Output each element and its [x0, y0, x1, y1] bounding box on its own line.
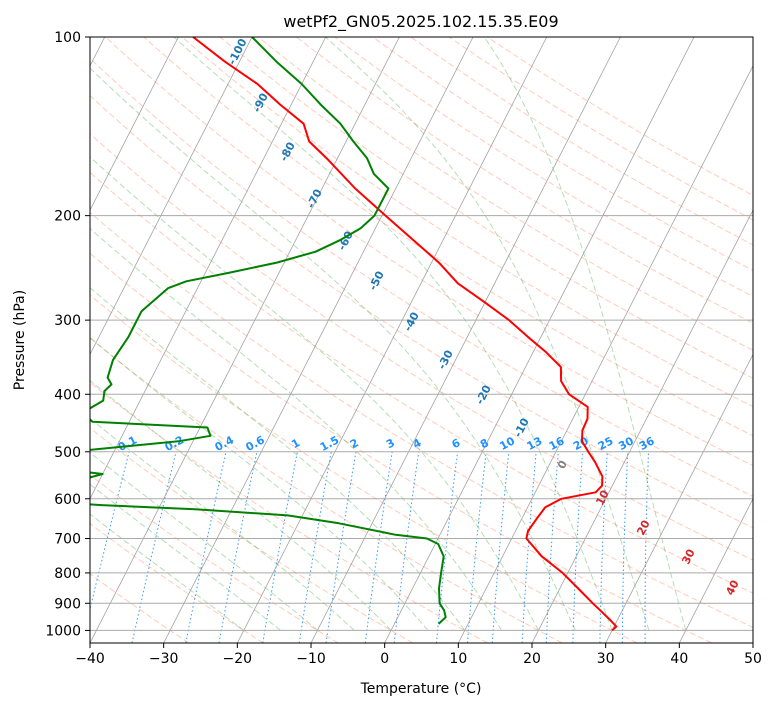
y-axis: 100 200 300 400 500 600 700 800 900 1000	[45, 30, 90, 639]
x-tick-label: 30	[597, 651, 615, 667]
moist-adiabat-line	[90, 336, 429, 631]
dry-adiabat-line	[90, 294, 638, 643]
moist-adiabat-line	[325, 37, 650, 631]
dry-adiabat-line	[90, 211, 753, 628]
background-lines	[90, 37, 753, 643]
temperature-profile-line	[192, 37, 618, 632]
x-tick-label: 50	[744, 651, 762, 667]
isotherm-line	[678, 497, 753, 643]
dry-adiabat-line	[90, 381, 488, 643]
dry-adiabat-line	[90, 427, 414, 643]
x-tick-label: 40	[670, 651, 688, 667]
dry-adiabat-line	[90, 337, 563, 643]
isotherm-line	[90, 37, 179, 212]
isotherm-line	[90, 37, 327, 500]
moist-adiabat-line	[173, 37, 613, 631]
mixing-ratio-line	[435, 451, 459, 643]
dry-adiabat-line	[372, 37, 753, 271]
mixing-ratio-label: 36	[637, 434, 657, 453]
plot-frame	[89, 36, 754, 644]
dry-adiabat-line	[448, 37, 753, 221]
y-tick-label: 500	[54, 445, 81, 461]
isotherm-line	[90, 37, 400, 643]
mixing-ratio-labels: 0.1 0.2 0.4 0.6 1 1.5 2 3 4 6 8 10 13 16 20 25 30 36	[116, 433, 657, 454]
dry-adiabat-line	[296, 37, 753, 324]
mixing-ratio-label: 10	[497, 434, 517, 453]
moist-adiabat-line	[90, 67, 576, 631]
x-tick-label: −20	[223, 651, 253, 667]
profile-lines	[90, 37, 618, 632]
mixing-ratio-line	[393, 451, 420, 643]
mixing-ratio-line	[545, 451, 559, 643]
dry-adiabat-line	[90, 94, 753, 529]
y-tick-label: 800	[54, 566, 81, 582]
y-tick-label: 400	[54, 387, 81, 403]
isotherm-line	[90, 37, 253, 356]
isotherm-label: 40	[723, 578, 742, 598]
mixing-ratio-line	[467, 451, 487, 643]
y-tick-label: 100	[54, 30, 81, 46]
x-tick-label: −10	[296, 651, 326, 667]
isotherm-line	[163, 37, 474, 643]
dry-adiabat-line	[90, 57, 753, 497]
isotherm-line	[752, 642, 753, 643]
mixing-ratio-line	[521, 451, 537, 643]
isotherm-line	[457, 64, 753, 643]
y-axis-title: Pressure (hPa)	[12, 290, 28, 390]
isotherm-line	[605, 353, 753, 643]
mixing-ratio-line	[364, 451, 393, 643]
y-tick-label: 600	[54, 492, 81, 508]
dry-adiabat-line	[410, 37, 753, 246]
x-tick-label: 20	[523, 651, 541, 667]
moist-adiabat-line	[90, 417, 355, 631]
y-tick-label: 1000	[45, 623, 81, 639]
isotherm-label: 10	[593, 488, 612, 508]
moist-adiabat-line	[90, 483, 281, 631]
isotherm-label: 20	[634, 518, 653, 538]
moist-adiabat-line	[90, 452, 318, 631]
x-tick-label: 10	[449, 651, 467, 667]
mixing-ratio-label: 16	[547, 434, 567, 453]
isotherm-label: 30	[679, 547, 698, 567]
mixing-ratio-line	[491, 451, 510, 643]
x-tick-label: −30	[149, 651, 179, 667]
x-axis: −40 −30 −20 −10 0 10 20 30 40 50	[75, 643, 762, 667]
y-tick-label: 700	[54, 532, 81, 548]
y-tick-label: 200	[54, 209, 81, 225]
chart-title: wetPf2_GN05.2025.102.15.35.E09	[283, 12, 558, 32]
y-tick-label: 900	[54, 596, 81, 612]
x-tick-label: −40	[75, 651, 105, 667]
dry-adiabat-line	[90, 171, 753, 594]
moist-adiabat-line	[483, 37, 687, 631]
dry-adiabat-line	[90, 133, 753, 561]
mixing-ratio-label: 13	[525, 434, 545, 453]
isotherm-line	[310, 37, 621, 643]
mixing-ratio-line	[185, 451, 227, 643]
dry-adiabat-line	[90, 252, 712, 643]
mixing-ratio-label: 30	[616, 434, 636, 453]
moist-adiabat-line	[90, 379, 392, 631]
dry-adiabat-line	[257, 37, 753, 351]
x-tick-label: 0	[380, 651, 389, 667]
mixing-ratio-label: 25	[596, 434, 616, 453]
isotherm-line	[236, 37, 548, 643]
y-tick-label: 300	[54, 313, 81, 329]
moist-adiabat-line	[90, 227, 503, 631]
x-axis-title: Temperature (°C)	[360, 681, 482, 697]
dewpoint-profile-line	[90, 37, 447, 625]
mixing-ratio-line	[90, 451, 130, 611]
mixing-ratio-line	[131, 451, 177, 643]
isotherm-line	[531, 209, 753, 643]
